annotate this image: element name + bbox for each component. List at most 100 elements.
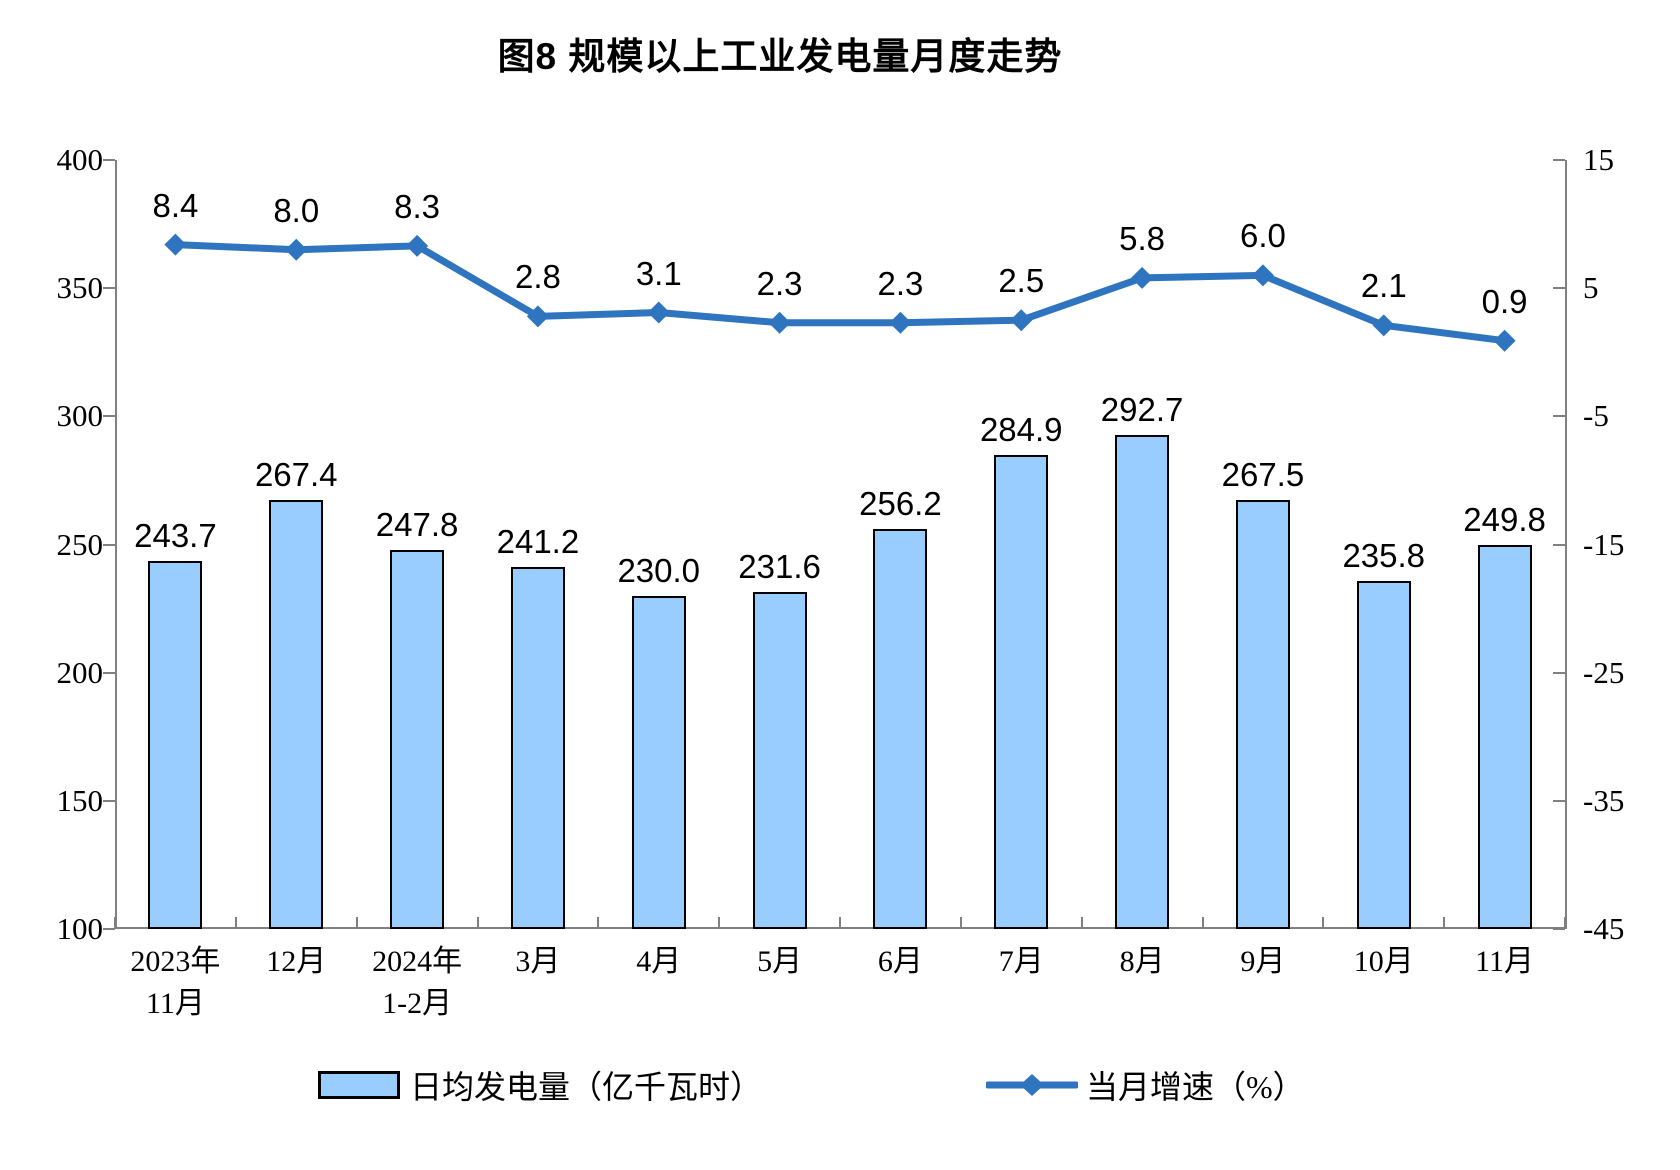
right-axis-tick-label: -15 (1583, 526, 1625, 562)
x-axis-label: 9月 (1168, 941, 1358, 983)
right-axis-tick (1553, 543, 1565, 546)
right-axis-tick-label: -35 (1583, 782, 1625, 818)
bar (1115, 435, 1170, 929)
x-axis-label-line: 8月 (1119, 945, 1165, 978)
left-axis-tick-label: 150 (56, 782, 104, 818)
line-value-label: 3.1 (635, 254, 682, 292)
bar-value-label: 284.9 (979, 411, 1063, 449)
x-axis-tick (355, 917, 358, 929)
right-axis-tick (1553, 799, 1565, 802)
x-axis-label-line: 4月 (636, 945, 682, 978)
x-axis-label-line: 1-2月 (382, 987, 453, 1020)
x-axis-tick (1080, 917, 1083, 929)
x-axis-label: 10月 (1289, 941, 1479, 983)
left-axis-tick (103, 159, 115, 161)
x-axis-tick (476, 917, 479, 929)
x-axis-tick (597, 917, 600, 929)
x-axis-label: 7月 (926, 941, 1116, 983)
bar-value-label: 249.8 (1463, 501, 1546, 538)
x-axis-tick (839, 917, 841, 929)
legend-label-bar-series: 日均发电量（亿千瓦时） (410, 1069, 763, 1105)
right-axis-tick-label: -5 (1583, 398, 1609, 434)
right-axis-tick (1553, 928, 1565, 930)
line-value-label: 2.5 (998, 262, 1045, 300)
legend-item-line-series: 当月增速（%） (986, 1062, 1305, 1108)
x-axis-tick (1201, 917, 1204, 929)
line-value-label: 0.9 (1481, 282, 1528, 320)
bar (510, 567, 565, 929)
left-axis-tick (103, 928, 115, 930)
bar (994, 455, 1049, 929)
bar-value-label: 267.5 (1221, 455, 1305, 493)
x-axis-label: 2023年 11月 (80, 941, 270, 1025)
left-axis-tick-label: 250 (56, 526, 104, 562)
left-axis-tick (103, 671, 115, 674)
bar-value-label: 241.2 (496, 523, 580, 561)
plot-area (115, 160, 1567, 929)
bar-value-label: 231.6 (738, 547, 821, 585)
x-axis-label: 5月 (685, 941, 875, 983)
right-axis-tick-label: -45 (1583, 911, 1625, 946)
right-axis-tick (1553, 671, 1565, 674)
right-axis-tick-label: -25 (1583, 654, 1625, 690)
x-axis-label-line: 2024年 (372, 945, 463, 978)
x-axis-tick (1443, 917, 1446, 929)
x-axis-label: 11月 (1410, 941, 1600, 983)
line-value-label: 8.3 (394, 187, 441, 225)
x-axis-label: 6月 (805, 941, 995, 983)
x-axis-label-line: 2023年 (130, 945, 221, 978)
bar (752, 591, 807, 929)
bar-value-label: 230.0 (617, 551, 701, 589)
left-axis-tick-label: 100 (56, 911, 104, 946)
bar (148, 560, 203, 929)
bar-value-label: 292.7 (1100, 391, 1184, 429)
left-axis-tick (103, 287, 115, 290)
x-axis-label: 8月 (1047, 941, 1237, 983)
x-axis-label-line: 6月 (877, 945, 923, 978)
chart-title: 图8 规模以上工业发电量月度走势 (497, 36, 1063, 77)
left-axis-tick (103, 543, 115, 546)
bar-value-label: 247.8 (375, 506, 459, 544)
right-axis-tick (1553, 415, 1565, 418)
x-axis-tick (1564, 917, 1566, 929)
line-value-label: 6.0 (1239, 217, 1286, 255)
bar-value-label: 235.8 (1342, 536, 1426, 574)
line-value-label: 8.0 (273, 191, 320, 229)
bar (390, 550, 445, 929)
right-axis-tick (1553, 159, 1565, 161)
bar (269, 499, 324, 929)
bar (1356, 580, 1411, 929)
left-axis-tick-label: 350 (56, 270, 104, 306)
x-axis-label-line: 3月 (515, 945, 561, 978)
bar (631, 595, 686, 929)
line-value-label: 2.3 (877, 264, 924, 302)
line-value-label: 8.4 (152, 186, 199, 224)
right-axis-tick-label: 15 (1583, 142, 1614, 177)
line-value-label: 2.3 (756, 264, 803, 302)
line-legend-sample-icon (986, 1074, 1078, 1096)
x-axis-label: 2024年 1-2月 (322, 941, 512, 1025)
x-axis-label-line: 7月 (998, 945, 1044, 978)
left-axis-tick-label: 300 (56, 398, 104, 434)
x-axis-label-line: 10月 (1353, 945, 1414, 978)
x-axis-label-line: 12月 (266, 945, 327, 978)
x-axis-tick (234, 917, 237, 929)
x-axis-label: 4月 (564, 941, 754, 983)
x-axis-label-line: 11月 (145, 987, 205, 1020)
x-axis-label-line: 5月 (757, 945, 803, 978)
x-axis-label-line: 9月 (1240, 945, 1286, 978)
x-axis-label: 3月 (443, 941, 633, 983)
left-axis-tick (103, 799, 115, 802)
bar (1235, 499, 1290, 929)
bar (873, 528, 928, 929)
legend-label-line-series: 当月增速（%） (1086, 1069, 1305, 1105)
bar-legend-swatch-icon (318, 1071, 400, 1099)
line-value-label: 2.1 (1360, 267, 1407, 305)
left-axis-tick (103, 415, 115, 418)
right-axis-tick (1553, 287, 1565, 290)
x-axis-tick (1322, 917, 1325, 929)
bar-value-label: 256.2 (859, 484, 942, 522)
x-axis-tick (718, 917, 721, 929)
left-axis-tick-label: 200 (56, 654, 104, 690)
